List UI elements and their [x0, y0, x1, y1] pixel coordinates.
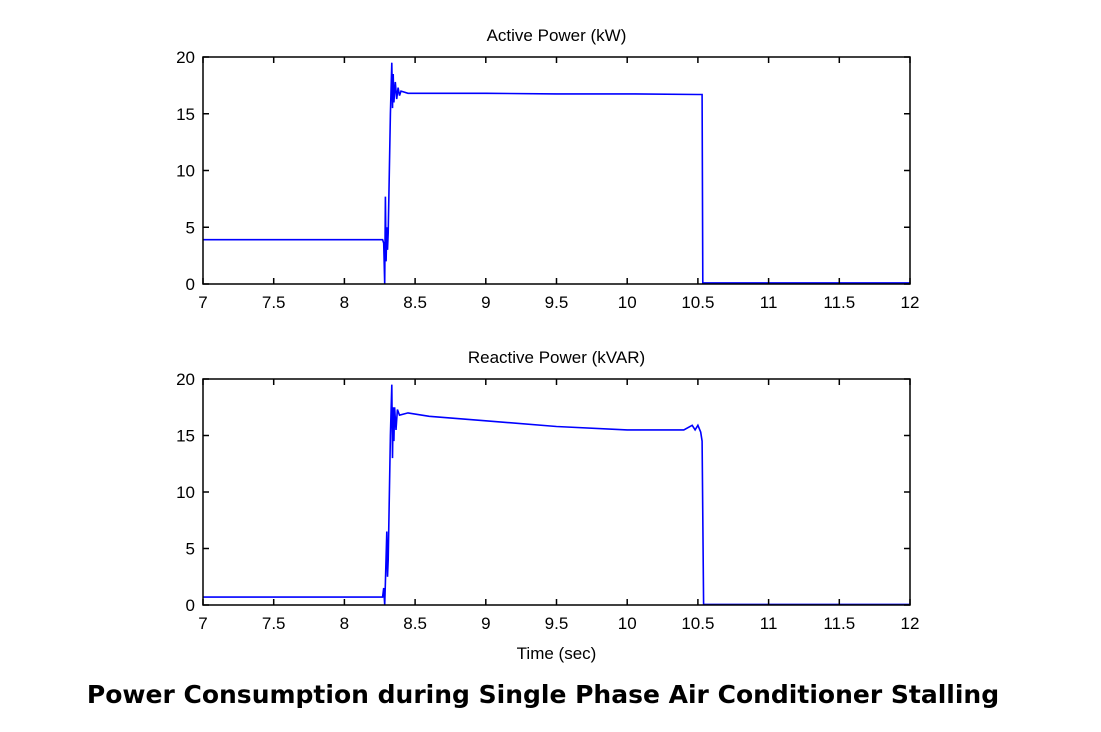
plot1-x-tick-label: 9	[481, 293, 490, 312]
plot1-x-tick-label: 8.5	[403, 293, 427, 312]
plot2-title: Reactive Power (kVAR)	[468, 348, 645, 367]
plot2-x-tick-label: 7.5	[262, 614, 286, 633]
plot1-x-tick-label: 7.5	[262, 293, 286, 312]
plot1-x-tick-label: 10	[618, 293, 637, 312]
plot2-x-tick-label: 11	[760, 614, 778, 633]
plot2-series-line	[203, 384, 910, 606]
plot1-x-tick-label: 11.5	[823, 293, 855, 312]
plot2-x-tick-label: 10.5	[681, 614, 714, 633]
plot1-y-tick-label: 20	[176, 48, 195, 67]
plot2-y-tick-label: 5	[186, 540, 195, 559]
plot2-y-tick-label: 20	[176, 370, 195, 389]
plot1-axes-frame	[202, 56, 911, 285]
plot2-x-tick-label: 9.5	[545, 614, 569, 633]
plot2-x-tick-label: 8	[340, 614, 349, 633]
plot2-x-tick-label: 11.5	[823, 614, 855, 633]
plot2-x-tick-label: 12	[901, 614, 920, 633]
plot1-series-line	[203, 62, 910, 285]
plot1-y-tick-label: 15	[176, 105, 195, 124]
plot2-y-tick-label: 10	[176, 483, 195, 502]
plot2-y-tick-label: 0	[186, 596, 195, 615]
plot1-title: Active Power (kW)	[487, 26, 627, 45]
plot2-x-tick-label: 9	[481, 614, 490, 633]
plot2-x-tick-label: 10	[618, 614, 637, 633]
plot1-x-tick-label: 11	[760, 293, 778, 312]
plot1-x-tick-label: 10.5	[681, 293, 714, 312]
figure-caption: Power Consumption during Single Phase Ai…	[86, 680, 1000, 709]
plot1-x-tick-label: 8	[340, 293, 349, 312]
plot1-x-tick-label: 12	[901, 293, 920, 312]
plot2-x-tick-label: 7	[198, 614, 207, 633]
plot2-y-tick-label: 15	[176, 427, 195, 446]
plot1-x-tick-label: 9.5	[545, 293, 569, 312]
plot2-axes-frame	[202, 378, 911, 606]
plot1-y-tick-label: 5	[186, 218, 195, 237]
plot2-x-tick-label: 8.5	[403, 614, 427, 633]
plot1-y-tick-label: 10	[176, 162, 195, 181]
plot1-y-tick-label: 0	[186, 275, 195, 294]
plot2-x-axis-label: Time (sec)	[517, 644, 597, 663]
plot1-x-tick-label: 7	[198, 293, 207, 312]
